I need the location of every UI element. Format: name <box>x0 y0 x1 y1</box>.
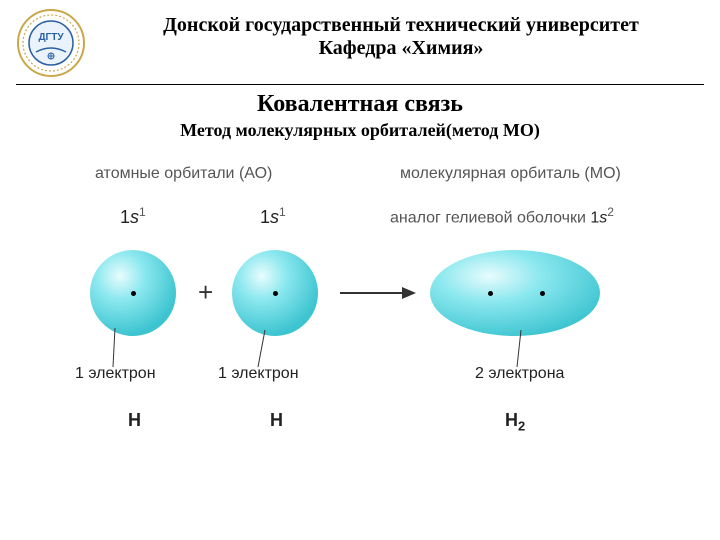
header-divider <box>16 84 704 85</box>
electron-dot-3a <box>488 291 493 296</box>
pointer-line-2 <box>258 330 265 367</box>
plus-sign: + <box>198 277 213 308</box>
caption-2-electrons: 2 электрона <box>475 365 564 383</box>
caption-1-electron-a: 1 электрон <box>75 365 156 383</box>
orbital-shapes <box>0 165 720 465</box>
page-subtitle: Метод молекулярных орбиталей(метод МО) <box>0 120 720 141</box>
department-name: Кафедра «Химия» <box>102 37 700 60</box>
university-logo: ДГТУ <box>16 8 86 78</box>
molecular-orbital <box>430 250 600 336</box>
svg-text:ДГТУ: ДГТУ <box>38 32 64 43</box>
page-title: Ковалентная связь <box>0 91 720 118</box>
symbol-h-2: H <box>270 410 283 431</box>
electron-dot-2 <box>273 291 278 296</box>
symbol-h-1: H <box>128 410 141 431</box>
pointer-line-1 <box>113 328 115 367</box>
electron-dot-1 <box>131 291 136 296</box>
symbol-h2-molecule: H2 <box>505 410 525 434</box>
university-name: Донской государственный технический унив… <box>102 14 700 37</box>
mo-diagram: атомные орбитали (АО) молекулярная орбит… <box>0 165 720 465</box>
caption-1-electron-b: 1 электрон <box>218 365 299 383</box>
electron-dot-3b <box>540 291 545 296</box>
arrow-head <box>402 287 416 299</box>
